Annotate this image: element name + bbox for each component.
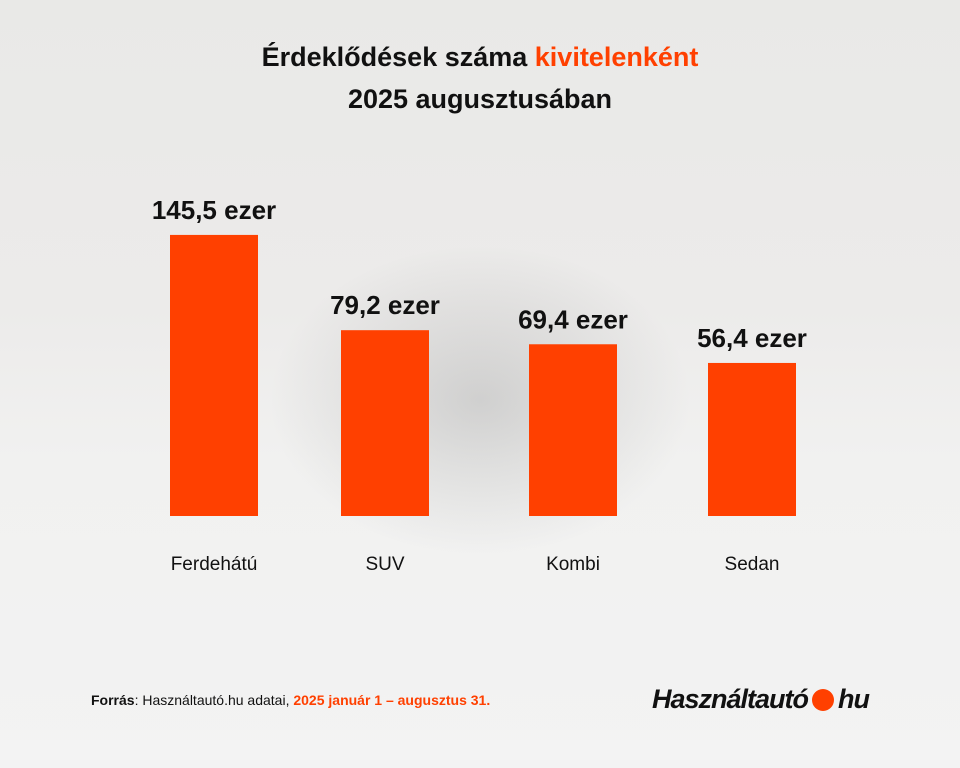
- chart-title-line1: Érdeklődések száma kivitelenként: [0, 42, 960, 73]
- source-note: Forrás: Használtautó.hu adatai, 2025 jan…: [91, 692, 490, 708]
- source-text: : Használtautó.hu adatai,: [134, 692, 294, 708]
- hasznaltauto-logo: Használtautó hu: [652, 684, 870, 715]
- title-accent: kivitelenként: [534, 42, 699, 72]
- data-label: 56,4 ezer: [697, 323, 807, 353]
- logo-dot-icon: [812, 688, 835, 711]
- logo-text: Használtautó: [652, 684, 809, 714]
- bar-0: [170, 234, 258, 516]
- data-label: 79,2 ezer: [330, 290, 440, 320]
- source-label: Forrás: [91, 692, 135, 708]
- bar-3: [708, 362, 796, 516]
- category-label: Kombi: [546, 554, 600, 575]
- category-label: Ferdehátú: [171, 554, 258, 575]
- data-label: 145,5 ezer: [152, 195, 276, 225]
- data-label: 69,4 ezer: [518, 304, 628, 334]
- source-period: 2025 január 1 – augusztus 31.: [293, 692, 491, 708]
- bar-1: [341, 330, 429, 516]
- chart-title-line2: 2025 augusztusában: [347, 84, 613, 114]
- category-label: SUV: [365, 554, 404, 575]
- logo-suffix: hu: [838, 684, 870, 714]
- bar-2: [529, 344, 617, 516]
- title-text: Érdeklődések száma: [261, 42, 535, 72]
- category-label: Sedan: [725, 554, 780, 575]
